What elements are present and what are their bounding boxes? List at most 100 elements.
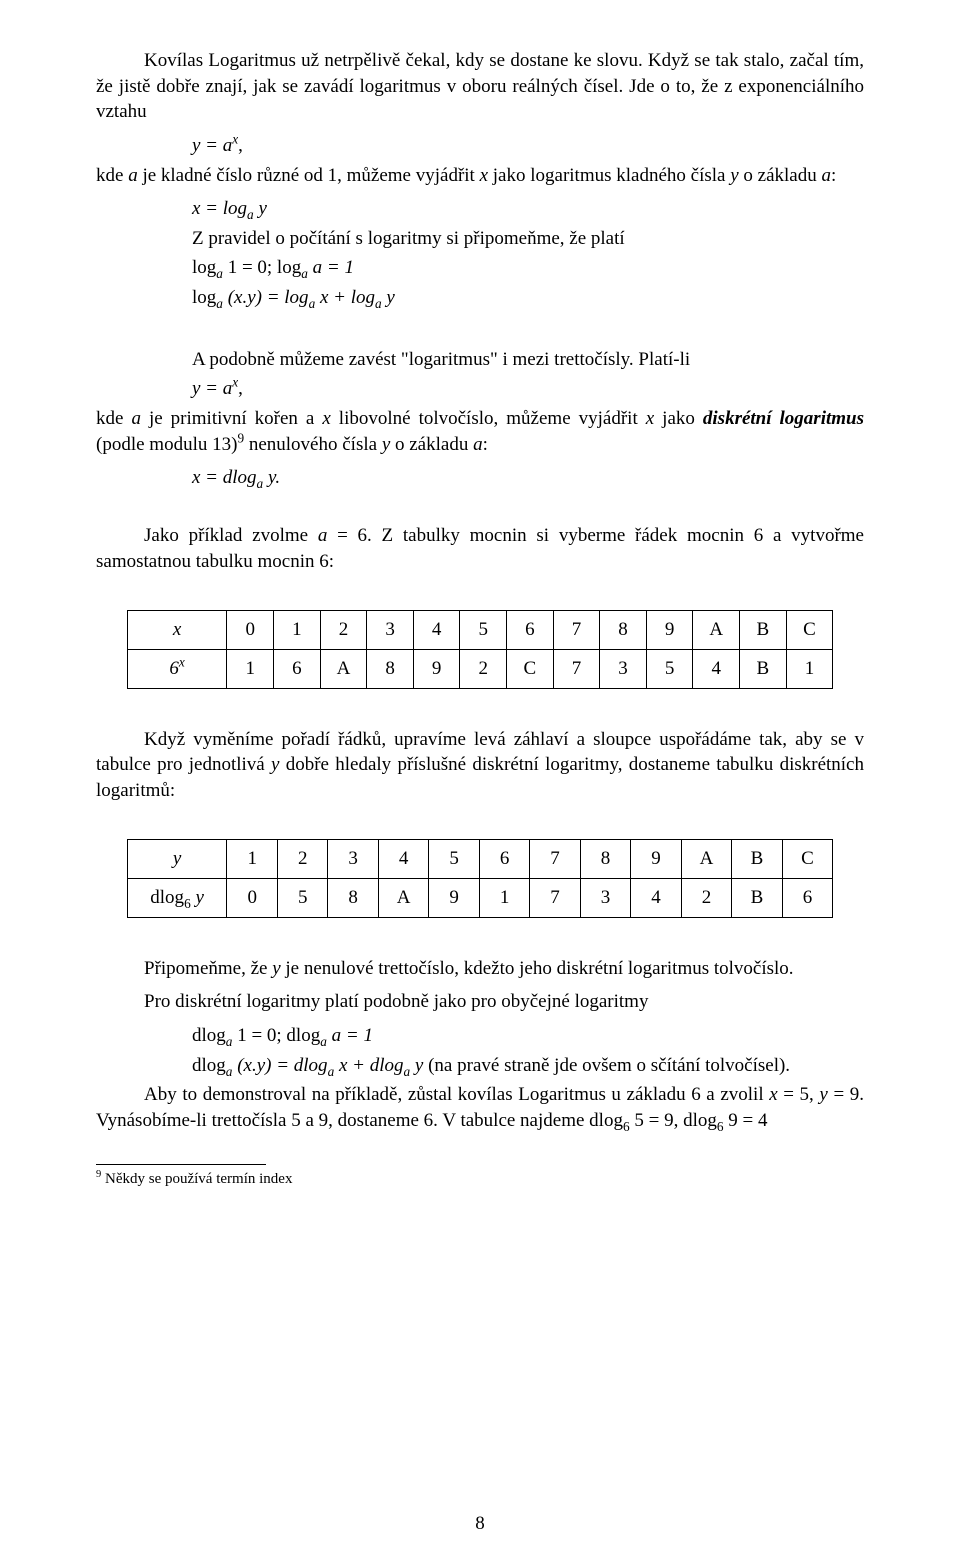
var: x xyxy=(480,165,488,186)
text: (na pravé straně jde ovšem o sčítání tol… xyxy=(428,1055,790,1076)
text: y = a xyxy=(192,135,232,156)
var: a xyxy=(318,525,328,546)
table-cell: 2 xyxy=(277,840,327,879)
table-cell: 8 xyxy=(600,611,647,650)
paragraph: kde a je kladné číslo různé od 1, můžeme… xyxy=(96,163,864,189)
table-cell: C xyxy=(786,611,833,650)
var: a xyxy=(128,165,138,186)
formula: dloga 1 = 0; dloga a = 1 xyxy=(192,1023,864,1049)
table-cell: 5 xyxy=(429,840,479,879)
var: y xyxy=(272,958,280,979)
paragraph: Když vyměníme pořadí řádků, upravíme lev… xyxy=(96,727,864,804)
text: log xyxy=(192,257,216,278)
subscript: a xyxy=(375,296,382,311)
var: a xyxy=(131,408,141,429)
table-cell: 1 xyxy=(227,840,277,879)
text: libovolné tolvočíslo, můžeme vyjádřit xyxy=(331,408,646,429)
table-row: dlog6 y 0 5 8 A 9 1 7 3 4 2 B 6 xyxy=(127,879,833,918)
table-cell: B xyxy=(740,611,787,650)
table-cell: A xyxy=(693,611,740,650)
text: dlog xyxy=(192,1055,226,1076)
table-cell: 2 xyxy=(320,611,367,650)
table-cell: 8 xyxy=(580,840,630,879)
table-header: y xyxy=(127,840,227,879)
table-cell: 9 xyxy=(631,840,681,879)
table-cell: 1 xyxy=(786,649,833,688)
text: , xyxy=(238,135,243,156)
text: je primitivní kořen a xyxy=(141,408,322,429)
text: log xyxy=(192,287,216,308)
table-cell: 6 xyxy=(782,879,833,918)
text: y xyxy=(191,887,204,908)
text-bold: diskrétní logaritmus xyxy=(703,408,864,429)
var: y xyxy=(382,434,390,455)
table-cell: 2 xyxy=(460,649,507,688)
text: y xyxy=(254,198,267,219)
table-cell: 4 xyxy=(693,649,740,688)
text: dlog xyxy=(192,1025,226,1046)
text: 1 = 0; dlog xyxy=(232,1025,320,1046)
table-cell: 8 xyxy=(367,649,414,688)
text: : xyxy=(831,165,836,186)
text: 1 = 0; log xyxy=(223,257,301,278)
formula: y = ax, xyxy=(192,133,864,159)
table-cell: 2 xyxy=(681,879,731,918)
table-cell: 6 xyxy=(479,840,529,879)
text: y. xyxy=(263,467,280,488)
table-cell: C xyxy=(782,840,833,879)
formula: x = dloga y. xyxy=(192,465,864,491)
text: x + log xyxy=(315,287,375,308)
table-powers-of-6: x 0 1 2 3 4 5 6 7 8 9 A B C 6x 1 6 A 8 9… xyxy=(127,610,834,688)
formula: loga (x.y) = loga x + loga y xyxy=(192,285,864,311)
text: y xyxy=(173,848,181,869)
text: o základu xyxy=(390,434,473,455)
subscript: a xyxy=(320,1034,327,1049)
footnote-text: Někdy se používá termín index xyxy=(101,1171,292,1187)
table-cell: 5 xyxy=(460,611,507,650)
paragraph: Jako příklad zvolme a = 6. Z tabulky moc… xyxy=(96,523,864,574)
table-cell: 7 xyxy=(530,840,580,879)
table-cell: 1 xyxy=(479,879,529,918)
var: y xyxy=(730,165,738,186)
paragraph: Kovílas Logaritmus už netrpělivě čekal, … xyxy=(96,48,864,125)
table-cell: 6 xyxy=(507,611,554,650)
table-header: x xyxy=(127,611,227,650)
table-cell: 3 xyxy=(367,611,414,650)
paragraph: Připomeňme, že y je nenulové trettočíslo… xyxy=(96,956,864,982)
table-cell: 9 xyxy=(646,611,693,650)
table-row: 6x 1 6 A 8 9 2 C 7 3 5 4 B 1 xyxy=(127,649,833,688)
subscript: a xyxy=(301,266,308,281)
formula: dloga (x.y) = dloga x + dloga y (na prav… xyxy=(192,1053,864,1079)
table-cell: B xyxy=(732,840,782,879)
text: kde xyxy=(96,408,131,429)
table-header: 6x xyxy=(127,649,227,688)
subscript: 6 xyxy=(717,1119,724,1134)
subscript: 6 xyxy=(623,1119,630,1134)
var: a xyxy=(821,165,831,186)
table-cell: 1 xyxy=(227,649,274,688)
text: y xyxy=(410,1055,428,1076)
table-cell: 3 xyxy=(600,649,647,688)
text: Připomeňme, že xyxy=(144,958,272,979)
text: Aby to demonstroval na příkladě, zůstal … xyxy=(144,1084,769,1105)
subscript: 6 xyxy=(184,896,191,911)
table-cell: 7 xyxy=(553,649,600,688)
formula: x = loga y xyxy=(192,196,864,222)
table-cell: 5 xyxy=(646,649,693,688)
text: 6 xyxy=(169,658,179,679)
table-cell: C xyxy=(507,649,554,688)
paragraph: kde a je primitivní kořen a x libovolné … xyxy=(96,406,864,457)
text: Pro diskrétní logaritmy platí podobně ja… xyxy=(144,991,648,1012)
var: x xyxy=(322,408,330,429)
text: x + dlog xyxy=(334,1055,403,1076)
text: jako logaritmus kladného čísla xyxy=(488,165,730,186)
subscript: a xyxy=(247,207,254,222)
table-cell: A xyxy=(320,649,367,688)
table-cell: 9 xyxy=(429,879,479,918)
table-cell: 0 xyxy=(227,611,274,650)
text: A podobně můžeme zavést "logaritmus" i m… xyxy=(192,349,690,370)
text: : xyxy=(483,434,488,455)
table-cell: 8 xyxy=(328,879,378,918)
table-discrete-log: y 1 2 3 4 5 6 7 8 9 A B C dlog6 y 0 5 8 … xyxy=(127,839,834,917)
text: 5 = 9, dlog xyxy=(630,1110,717,1131)
